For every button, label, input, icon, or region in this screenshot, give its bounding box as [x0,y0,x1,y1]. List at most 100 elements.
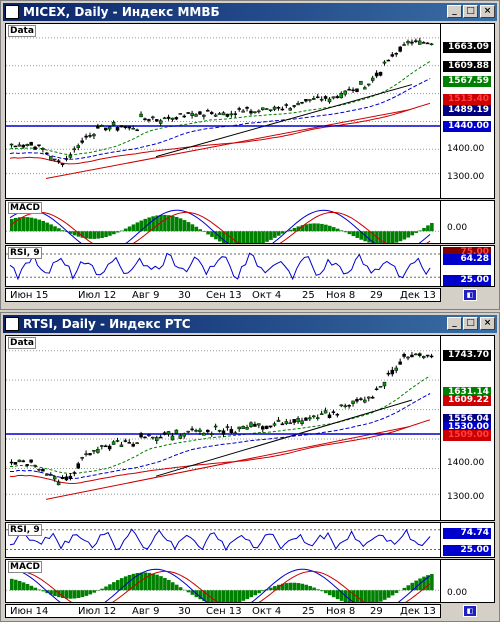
chart-scroll-icon[interactable]: ◧ [463,289,477,301]
micex-chart-window[interactable]: MICEX, Daily - Индекс ММВБ _ □ × Data 16… [0,0,500,310]
candle-body [96,449,100,453]
micex-rsi-pane[interactable]: RSI, 9 [5,245,441,287]
date-axis-label: Дек 13 [400,606,436,617]
rtsi-price-scale[interactable]: 1743.70 1631.14 1609.22 1556.04 1530.00 … [441,335,495,521]
macd-histogram-bar [257,231,261,243]
candle-body [402,353,406,357]
candle-body [155,437,159,441]
candle-body [190,428,194,431]
macd-histogram-bar [112,582,116,591]
macd-histogram-bar [76,590,81,598]
candle-body [398,46,402,52]
date-axis-label: Ноя 8 [326,290,356,301]
candle-body [370,396,375,399]
micex-window-title: MICEX, Daily - Индекс ММВБ [23,5,220,19]
rtsi-macd-pane[interactable]: MACD [5,559,441,603]
candle-body [107,445,112,450]
rtsi-macd-scale[interactable]: 0.00 [441,559,495,603]
ma-green-line [9,60,431,156]
candle-body [88,135,92,137]
macd-histogram-bar [316,223,320,232]
macd-histogram-bar [10,218,14,232]
macd-histogram-bar [331,590,336,598]
rtsi-tag-ma-long: 1509.00 [443,430,491,441]
candle-body [359,80,363,85]
date-axis-label: 30 [178,606,191,617]
close-button[interactable]: × [480,317,495,330]
micex-macd-scale[interactable]: 0.00 [441,200,495,244]
macd-histogram-bar [245,590,250,600]
micex-title-bar[interactable]: MICEX, Daily - Индекс ММВБ _ □ × [3,3,497,21]
macd-histogram-bar [49,224,53,232]
rtsi-rsi-pane[interactable]: RSI, 9 [5,522,441,558]
candle-body [84,135,88,138]
candle-body [386,372,391,375]
macd-histogram-bar [53,226,57,232]
macd-histogram-bar [163,214,167,232]
candle-body [351,89,355,91]
macd-histogram-bar [206,590,210,602]
macd-histogram-bar [312,587,316,591]
macd-histogram-bar [253,231,258,243]
rtsi-chart-window[interactable]: RTSI, Daily - Индекс РТС _ □ × Data 1743… [0,312,500,622]
macd-histogram-bar [53,590,57,597]
candle-body [315,417,320,419]
rtsi-rsi-chart [6,528,440,552]
date-axis-label: 29 [370,606,383,617]
macd-histogram-bar [76,231,81,237]
macd-histogram-bar [147,217,152,232]
minimize-button[interactable]: _ [447,317,462,330]
macd-histogram-bar [426,575,430,591]
candle-body [209,433,214,435]
rtsi-rsi-scale[interactable]: 74.74 25.00 [441,522,495,558]
candle-body [347,405,351,407]
macd-histogram-bar [426,225,430,232]
macd-histogram-bar [335,228,340,232]
micex-macd-pane[interactable]: MACD [5,200,441,244]
candle-body [221,430,226,435]
minimize-button[interactable]: _ [447,5,462,18]
macd-histogram-bar [112,231,116,235]
rtsi-macd-level-zero: 0.00 [447,588,468,598]
macd-histogram-bar [418,578,422,591]
rtsi-price-pane[interactable]: Data [5,335,441,521]
macd-histogram-bar [182,220,187,232]
macd-histogram-bar [328,225,332,232]
rtsi-title-bar[interactable]: RTSI, Daily - Индекс РТС _ □ × [3,315,497,333]
chart-scroll-icon[interactable]: ◧ [463,605,477,617]
candle-body [25,144,29,146]
macd-histogram-bar [237,590,242,602]
micex-rsi-scale[interactable]: 75.00 64.28 25.00 [441,245,495,287]
macd-histogram-bar [92,590,97,593]
macd-histogram-bar [147,572,152,591]
macd-histogram-bar [273,586,277,591]
maximize-button[interactable]: □ [463,5,478,18]
candle-body [29,142,33,146]
candle-body [268,425,273,428]
macd-histogram-bar [280,583,285,591]
candle-body [382,381,387,387]
micex-price-scale[interactable]: 1663.09 1609.88 1567.59 1513.40 1489.19 … [441,23,495,199]
macd-histogram-bar [194,226,199,232]
candle-body [421,42,426,44]
macd-histogram-bar [170,215,175,232]
maximize-button[interactable]: □ [463,317,478,330]
ma-red-line [9,419,431,485]
micex-price-pane[interactable]: Data [5,23,441,199]
micex-date-axis[interactable]: Июн 15 Июл 12 Авг 9 30 Сен 13 Окт 4 25 Ноя 8 29 Д… [5,288,441,302]
rtsi-price-chart [6,350,440,500]
macd-histogram-bar [308,586,312,591]
candle-body [394,367,398,371]
rtsi-date-axis[interactable]: Июн 14 Июл 12 Авг 9 30 Сен 13 Окт 4 25 Ноя 8 29 Д… [5,604,441,618]
macd-histogram-bar [292,582,297,591]
macd-histogram-bar [170,582,175,591]
candle-body [402,44,406,46]
macd-histogram-bar [92,231,97,239]
candle-body [209,112,214,115]
candle-body [257,110,261,113]
close-button[interactable]: × [480,5,495,18]
macd-histogram-bar [359,590,364,602]
macd-histogram-bar [159,215,163,232]
date-axis-label: Авг 9 [132,606,160,617]
macd-histogram-bar [178,218,183,232]
